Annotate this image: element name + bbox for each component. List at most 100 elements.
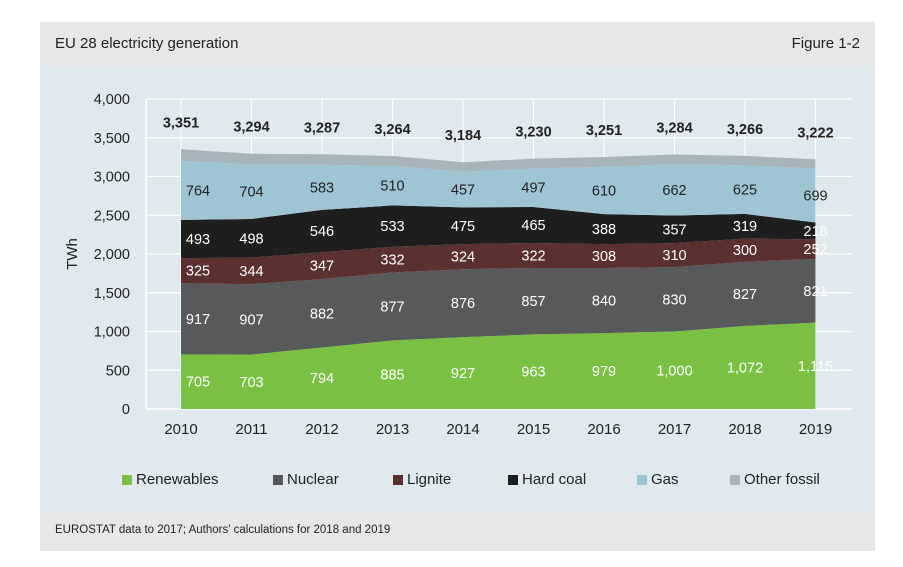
data-label-gas: 704: [239, 185, 263, 201]
data-label-lignite: 332: [380, 253, 404, 269]
data-label-lignite: 325: [186, 264, 210, 280]
total-label: 3,222: [797, 125, 833, 141]
chart-footer: EUROSTAT data to 2017; Authors' calculat…: [40, 511, 875, 551]
legend-label: Lignite: [407, 471, 452, 488]
data-label-hard-coal: 498: [239, 231, 263, 247]
x-tick-label: 2017: [658, 421, 691, 438]
data-label-hard-coal: 357: [662, 222, 686, 238]
total-label: 3,251: [586, 123, 622, 139]
data-label-nuclear: 857: [521, 294, 545, 310]
data-label-hard-coal: 493: [186, 232, 210, 248]
y-tick-label: 0: [122, 402, 130, 418]
y-tick-label: 2,500: [94, 208, 130, 224]
y-tick-label: 3,000: [94, 170, 130, 186]
data-label-renewables: 1,115: [798, 359, 833, 375]
data-label-hard-coal: 388: [592, 222, 616, 238]
total-label: 3,294: [233, 120, 269, 136]
chart-header: EU 28 electricity generation Figure 1-2: [40, 22, 875, 66]
data-label-lignite: 344: [239, 264, 263, 280]
data-label-gas: 510: [380, 179, 404, 195]
data-label-gas: 583: [310, 180, 334, 196]
total-label: 3,351: [163, 115, 199, 131]
x-tick-label: 2014: [446, 421, 479, 438]
data-label-nuclear: 830: [662, 292, 686, 308]
total-label: 3,266: [727, 122, 763, 138]
data-label-hard-coal: 533: [380, 219, 404, 235]
total-label: 3,184: [445, 128, 481, 144]
legend-label: Nuclear: [287, 471, 339, 488]
data-label-lignite: 310: [662, 248, 686, 264]
y-tick-label: 2,000: [94, 247, 130, 263]
legend-swatch: [730, 474, 740, 485]
data-label-renewables: 794: [310, 371, 334, 387]
data-label-renewables: 885: [380, 368, 404, 384]
data-label-lignite: 300: [733, 243, 757, 259]
data-label-renewables: 1,072: [727, 360, 763, 376]
data-label-renewables: 927: [451, 366, 475, 382]
data-label-lignite: 322: [521, 248, 545, 264]
data-label-nuclear: 882: [310, 306, 334, 322]
data-label-renewables: 963: [521, 365, 545, 381]
data-label-nuclear: 840: [592, 294, 616, 310]
legend-swatch: [637, 474, 647, 485]
legend-label: Other fossil: [744, 471, 820, 488]
data-label-gas: 625: [733, 183, 757, 199]
y-tick-label: 500: [106, 363, 130, 379]
y-tick-label: 1,000: [94, 325, 130, 341]
legend-item-other-fossil: Other fossil: [730, 471, 820, 488]
x-tick-label: 2013: [376, 421, 409, 438]
data-label-nuclear: 821: [803, 284, 827, 300]
data-label-hard-coal: 218: [803, 224, 827, 240]
data-label-nuclear: 827: [733, 287, 757, 303]
data-label-gas: 497: [521, 181, 545, 197]
data-label-lignite: 308: [592, 249, 616, 265]
y-tick-label: 3,500: [94, 131, 130, 147]
x-tick-label: 2011: [235, 421, 267, 438]
data-label-renewables: 703: [239, 375, 263, 391]
data-label-renewables: 1,000: [656, 363, 692, 379]
data-label-hard-coal: 475: [451, 219, 475, 235]
data-label-renewables: 705: [186, 375, 210, 391]
y-axis-label: TWh: [64, 238, 81, 270]
data-label-hard-coal: 465: [521, 218, 545, 234]
x-tick-label: 2010: [164, 421, 197, 438]
data-label-hard-coal: 546: [310, 224, 334, 240]
area-renewables: [181, 322, 816, 409]
area-lignite: [181, 238, 816, 285]
legend-swatch: [122, 474, 132, 485]
chart-title: EU 28 electricity generation: [55, 35, 239, 52]
legend-label: Gas: [651, 471, 679, 488]
legend-swatch: [273, 474, 283, 485]
data-label-gas: 662: [662, 183, 686, 199]
data-label-nuclear: 917: [186, 312, 210, 328]
data-label-gas: 699: [803, 188, 827, 204]
legend-label: Hard coal: [522, 471, 587, 488]
x-tick-label: 2016: [587, 421, 620, 438]
data-label-renewables: 979: [592, 364, 616, 380]
data-label-gas: 610: [592, 183, 616, 199]
data-label-gas: 457: [451, 183, 475, 199]
data-label-nuclear: 876: [451, 296, 475, 312]
legend-item-hard-coal: Hard coal: [508, 471, 586, 488]
area-gas: [181, 160, 816, 223]
data-label-lignite: 324: [451, 250, 475, 266]
data-label-nuclear: 877: [380, 299, 404, 315]
total-label: 3,264: [374, 122, 410, 138]
data-label-lignite: 347: [310, 259, 334, 275]
area-other-fossil: [181, 149, 816, 172]
legend-swatch: [508, 474, 518, 485]
legend-item-renewables: Renewables: [122, 471, 219, 488]
total-label: 3,287: [304, 120, 340, 136]
x-tick-label: 2019: [799, 421, 832, 438]
legend-item-gas: Gas: [637, 471, 679, 488]
figure-number: Figure 1-2: [791, 35, 860, 52]
data-label-gas: 764: [186, 183, 210, 199]
chart-legend: Renewables Nuclear Lignite Hard coal Gas Othe…: [40, 471, 875, 493]
y-tick-label: 1,500: [94, 286, 130, 302]
total-label: 3,284: [656, 120, 692, 136]
legend-swatch: [393, 474, 403, 485]
source-note: EUROSTAT data to 2017; Authors' calculat…: [55, 524, 391, 536]
x-tick-label: 2015: [517, 421, 550, 438]
legend-item-lignite: Lignite: [393, 471, 451, 488]
